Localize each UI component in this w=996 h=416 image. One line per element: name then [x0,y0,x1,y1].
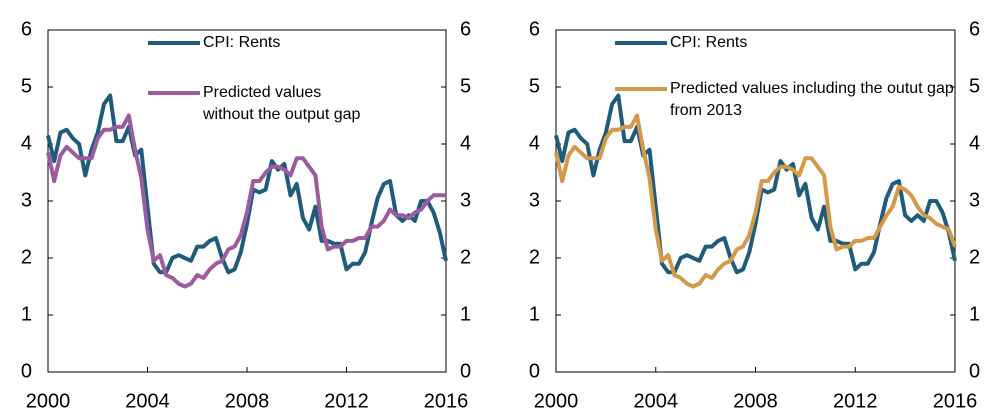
legend-entry: CPI: Rents [670,34,748,51]
y-tick-label: 1 [529,303,540,325]
y-tick-label: 3 [21,189,32,211]
y2-tick-label: 4 [969,132,980,154]
y-tick-label: 3 [529,189,540,211]
x-tick-label: 2004 [125,390,170,412]
x-tick-label: 2016 [424,390,469,412]
y2-tick-label: 0 [460,360,471,382]
y2-tick-label: 0 [969,360,980,382]
y2-tick-label: 6 [969,18,980,40]
y2-tick-label: 2 [969,246,980,268]
legend-label: CPI: Rents [670,34,748,51]
y-tick-label: 4 [529,132,540,154]
y-tick-label: 6 [21,18,32,40]
legend-label: Predicted values without the output gap [203,84,361,123]
y-tick-label: 1 [21,303,32,325]
legend-label: Predicted values including the outut gap… [670,80,954,119]
y-tick-label: 4 [21,132,32,154]
y-tick-label: 2 [529,246,540,268]
y2-tick-label: 5 [969,75,980,97]
y-tick-label: 5 [21,75,32,97]
series-line [46,113,446,289]
legend-entry: CPI: Rents [203,34,281,51]
y2-tick-label: 4 [460,132,471,154]
y2-tick-label: 1 [460,303,471,325]
x-tick-label: 2016 [933,390,978,412]
y-tick-label: 0 [21,360,32,382]
y2-tick-label: 6 [460,18,471,40]
y-tick-label: 6 [529,18,540,40]
y2-tick-label: 5 [460,75,471,97]
y2-tick-label: 3 [460,189,471,211]
y-tick-label: 2 [21,246,32,268]
legend-label: CPI: Rents [203,34,281,51]
x-tick-label: 2000 [26,390,71,412]
x-tick-label: 2004 [634,390,679,412]
x-tick-label: 2012 [833,390,878,412]
legend-entry: Predicted values including the outut gap… [670,80,954,119]
series-line [554,113,957,289]
y2-tick-label: 2 [460,246,471,268]
x-tick-label: 2008 [733,390,778,412]
x-tick-label: 2012 [324,390,369,412]
x-tick-label: 2008 [225,390,270,412]
y-tick-label: 0 [529,360,540,382]
y2-tick-label: 1 [969,303,980,325]
x-tick-label: 2000 [534,390,579,412]
legend-entry: Predicted values without the output gap [203,84,361,123]
y-tick-label: 5 [529,75,540,97]
y2-tick-label: 3 [969,189,980,211]
